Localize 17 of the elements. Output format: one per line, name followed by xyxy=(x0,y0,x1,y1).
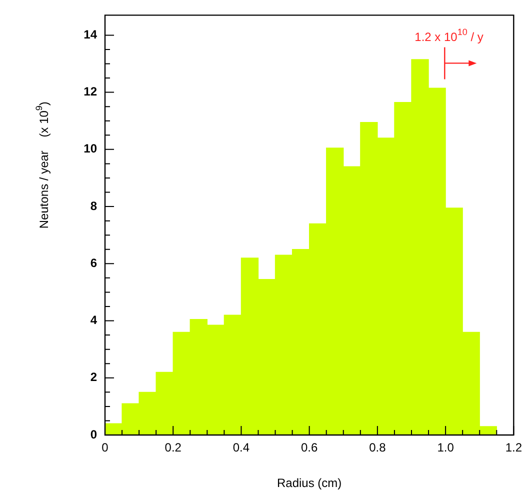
y-tick-label: 10 xyxy=(84,142,98,156)
x-tick-label: 0 xyxy=(102,440,109,455)
x-tick-label: 1.2 xyxy=(505,440,522,455)
y-tick-label: 0 xyxy=(90,427,98,442)
y-tick-label: 12 xyxy=(84,84,98,99)
y-tick-label: 4 xyxy=(90,313,98,328)
x-tick-label: 0.4 xyxy=(232,440,250,455)
y-tick-label: 8 xyxy=(90,198,98,213)
x-tick-label: 1.0 xyxy=(437,440,454,455)
y-tick-label: 14 xyxy=(84,28,98,42)
y-tick-label: 2 xyxy=(90,370,98,384)
y-tick-label: 6 xyxy=(90,256,98,270)
x-tick-label: 0.2 xyxy=(164,440,182,455)
y-axis-title: Neutons / year (x 109) xyxy=(34,102,51,229)
x-axis-title: Radius (cm) xyxy=(276,476,342,490)
x-tick-label: 0.6 xyxy=(300,440,318,455)
x-tick-label: 0.8 xyxy=(369,440,386,455)
